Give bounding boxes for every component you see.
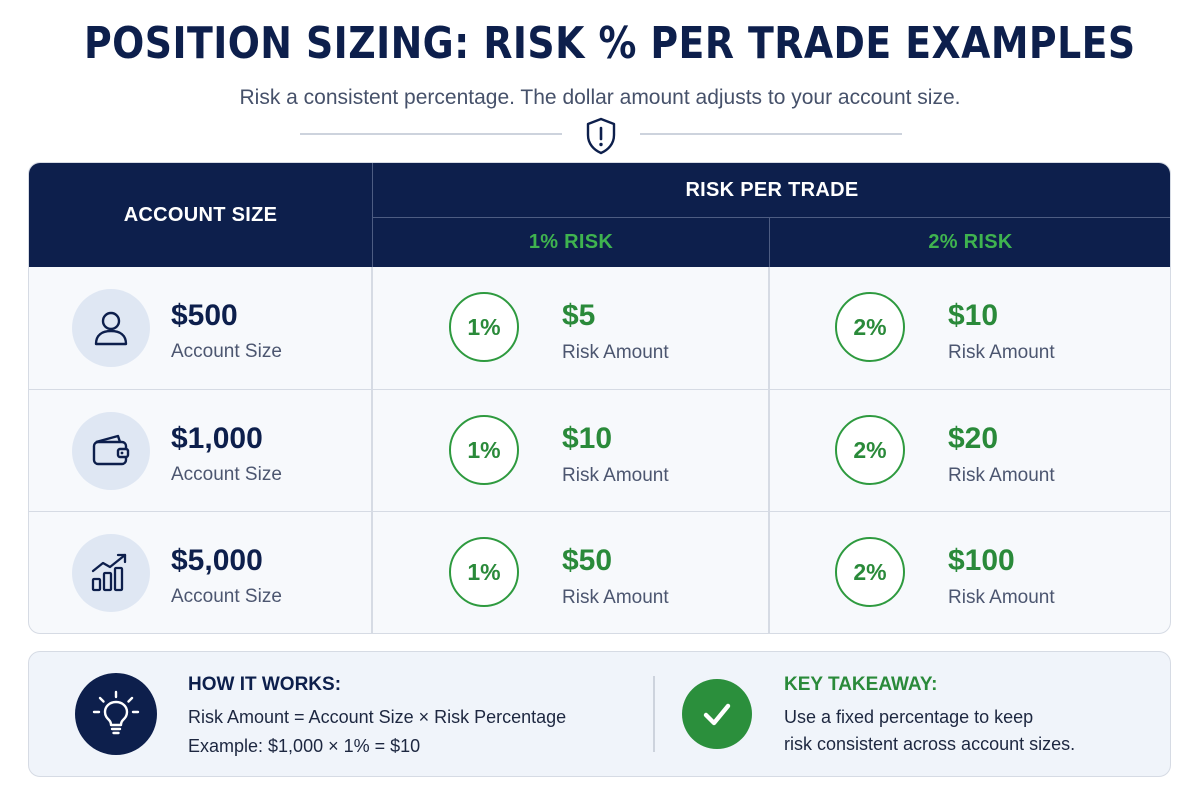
user-icon bbox=[72, 289, 150, 367]
shield-alert-icon bbox=[586, 117, 616, 155]
header-divider bbox=[372, 163, 373, 267]
wallet-icon bbox=[72, 412, 150, 490]
formula-text: Risk Amount = Account Size × Risk Percen… bbox=[188, 707, 567, 727]
risk-amount-label: Risk Amount bbox=[948, 465, 1055, 486]
header-1pct-risk: 1% RISK bbox=[528, 231, 614, 253]
page-title: POSITION SIZING: RISK % PER TRADE EXAMPL… bbox=[84, 18, 1136, 69]
example-text: Example: $1,000 × 1% = $10 bbox=[188, 736, 421, 756]
risk-percent-badge: 1% bbox=[449, 537, 519, 607]
risk-amount: $20 bbox=[948, 422, 999, 455]
header-2pct-risk: 2% RISK bbox=[928, 231, 1013, 253]
risk-percent-badge: 1% bbox=[449, 415, 519, 485]
table-row: $500 Account Size 1% $5 Risk Amount 2% $… bbox=[29, 267, 1170, 389]
account-label: Account Size bbox=[171, 586, 282, 607]
table-row: $5,000 Account Size 1% $50 Risk Amount 2… bbox=[29, 511, 1170, 633]
key-takeaway-line1: Use a fixed percentage to keep bbox=[784, 707, 1034, 727]
divider-right bbox=[640, 133, 902, 135]
account-amount: $5,000 bbox=[171, 544, 263, 577]
key-takeaway-title: KEY TAKEAWAY: bbox=[784, 674, 938, 695]
table-header: ACCOUNT SIZE RISK PER TRADE 1% RISK 2% R… bbox=[29, 163, 1170, 267]
risk-amount-label: Risk Amount bbox=[562, 465, 669, 486]
risk-amount: $5 bbox=[562, 299, 596, 332]
risk-amount: $50 bbox=[562, 544, 613, 577]
divider-left bbox=[300, 133, 562, 135]
panel-divider bbox=[653, 676, 655, 752]
how-it-works-title: HOW IT WORKS: bbox=[188, 674, 342, 695]
account-label: Account Size bbox=[171, 464, 282, 485]
checkmark-icon bbox=[682, 679, 752, 749]
table-row: $1,000 Account Size 1% $10 Risk Amount 2… bbox=[29, 389, 1170, 511]
risk-amount-label: Risk Amount bbox=[562, 342, 669, 363]
header-risk-per-trade: RISK PER TRADE bbox=[685, 178, 859, 201]
header-subdivider bbox=[373, 217, 1170, 218]
account-amount: $1,000 bbox=[171, 422, 263, 455]
risk-amount-label: Risk Amount bbox=[948, 342, 1055, 363]
risk-amount: $10 bbox=[948, 299, 999, 332]
risk-percent-badge: 1% bbox=[449, 292, 519, 362]
risk-percent-badge: 2% bbox=[835, 537, 905, 607]
risk-amount: $100 bbox=[948, 544, 1015, 577]
growth-chart-icon bbox=[72, 534, 150, 612]
risk-amount-label: Risk Amount bbox=[562, 587, 669, 608]
info-panel: HOW IT WORKS: Risk Amount = Account Size… bbox=[28, 651, 1171, 777]
header-subcol-divider bbox=[769, 218, 770, 267]
risk-percent-badge: 2% bbox=[835, 292, 905, 362]
column-divider bbox=[371, 267, 373, 633]
key-takeaway-line2: risk consistent across account sizes. bbox=[784, 734, 1076, 754]
account-label: Account Size bbox=[171, 341, 282, 362]
header-account-size: ACCOUNT SIZE bbox=[123, 203, 278, 226]
column-divider bbox=[768, 267, 770, 633]
risk-amount: $10 bbox=[562, 422, 613, 455]
risk-table: ACCOUNT SIZE RISK PER TRADE 1% RISK 2% R… bbox=[28, 162, 1171, 634]
risk-percent-badge: 2% bbox=[835, 415, 905, 485]
lightbulb-icon bbox=[75, 673, 157, 755]
page-subtitle: Risk a consistent percentage. The dollar… bbox=[239, 86, 961, 109]
risk-amount-label: Risk Amount bbox=[948, 587, 1055, 608]
account-amount: $500 bbox=[171, 299, 238, 332]
